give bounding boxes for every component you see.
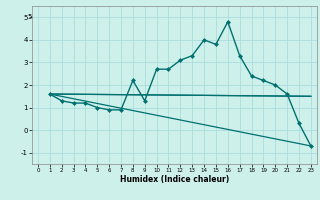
- X-axis label: Humidex (Indice chaleur): Humidex (Indice chaleur): [120, 175, 229, 184]
- Text: 5: 5: [28, 14, 32, 20]
